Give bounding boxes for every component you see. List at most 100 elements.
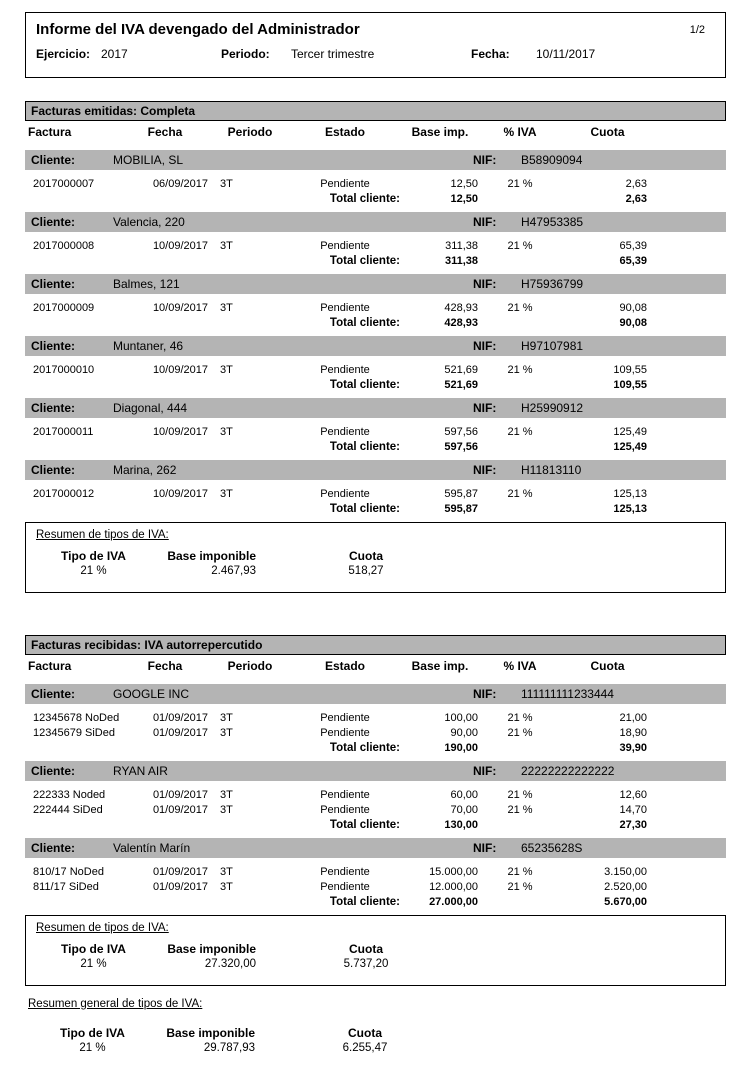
periodo-value: Tercer trimestre bbox=[291, 47, 375, 61]
invoice-row: 222333 Noded 01/09/2017 3T Pendiente 60,00 21… bbox=[25, 788, 726, 803]
invoice-cell: 21 % bbox=[507, 302, 533, 314]
empty-cell bbox=[120, 895, 210, 910]
empty-cell bbox=[120, 818, 210, 833]
nif-label: NIF: bbox=[473, 153, 497, 167]
column-header: % IVA bbox=[503, 125, 537, 139]
nif-value: H11813110 bbox=[521, 463, 582, 477]
invoice-cell: 21 % bbox=[507, 881, 533, 893]
invoice-cell: 3.150,00 bbox=[604, 866, 647, 878]
invoice-cell: Pendiente bbox=[320, 866, 370, 878]
invoice-cell: 597,56 bbox=[444, 426, 478, 438]
invoice-cell: 109,55 bbox=[613, 364, 647, 376]
empty-cell bbox=[120, 440, 210, 455]
periodo-label: Periodo: bbox=[221, 47, 270, 61]
invoice-cell: 70,00 bbox=[450, 804, 478, 816]
client-bar: Cliente: MOBILIA, SL NIF: B58909094 bbox=[25, 150, 726, 170]
invoice-row: 810/17 NoDed 01/09/2017 3T Pendiente 15.000,… bbox=[25, 865, 726, 880]
invoice-cell: 100,00 bbox=[444, 712, 478, 724]
empty-cell bbox=[480, 895, 560, 910]
empty-cell bbox=[25, 502, 120, 517]
invoice-cell: 3T bbox=[220, 178, 233, 190]
invoice-cell: 15.000,00 bbox=[429, 866, 478, 878]
client-bar: Cliente: Diagonal, 444 NIF: H25990912 bbox=[25, 398, 726, 418]
invoice-cell: 3T bbox=[220, 426, 233, 438]
invoice-cell: 2.520,00 bbox=[604, 881, 647, 893]
nif-label: NIF: bbox=[473, 277, 497, 291]
invoice-row: 12345679 SiDed 01/09/2017 3T Pendiente 90,00… bbox=[25, 726, 726, 741]
column-header: Fecha bbox=[147, 125, 183, 139]
resumen-value: 6.255,47 bbox=[342, 1042, 388, 1054]
resumen-column-header: Base imponible bbox=[167, 549, 256, 563]
total-base-value: 27.000,00 bbox=[429, 896, 478, 908]
empty-cell bbox=[480, 316, 560, 331]
empty-cell bbox=[120, 254, 210, 269]
empty-cell bbox=[25, 316, 120, 331]
invoice-cell: 21 % bbox=[507, 866, 533, 878]
invoice-cell: 21 % bbox=[507, 488, 533, 500]
nif-label: NIF: bbox=[473, 463, 497, 477]
total-base-value: 12,50 bbox=[450, 193, 478, 205]
total-cliente-label: Total cliente: bbox=[329, 379, 400, 391]
empty-cell bbox=[210, 818, 290, 833]
resumen-box: Resumen de tipos de IVA: Tipo de IVA Base … bbox=[25, 522, 726, 593]
client-bar: Cliente: Valentín Marín NIF: 65235628S bbox=[25, 838, 726, 858]
invoice-cell: 21 % bbox=[507, 364, 533, 376]
invoice-row: 12345678 NoDed 01/09/2017 3T Pendiente 100,0… bbox=[25, 711, 726, 726]
total-cuota-value: 109,55 bbox=[613, 379, 647, 391]
resumen-box: Resumen de tipos de IVA: Tipo de IVA Base … bbox=[25, 915, 726, 986]
cliente-label: Cliente: bbox=[31, 401, 76, 415]
resumen-grid: Tipo de IVA Base imponible Cuota 21 % 2.467,… bbox=[36, 549, 725, 580]
nif-value: B58909094 bbox=[521, 153, 583, 167]
invoice-cell: 18,90 bbox=[619, 727, 647, 739]
empty-cell bbox=[210, 192, 290, 207]
invoice-cell: 810/17 NoDed bbox=[33, 866, 104, 878]
report-header: Informe del IVA devengado del Administra… bbox=[25, 12, 726, 78]
report-title: Informe del IVA devengado del Administra… bbox=[36, 21, 360, 38]
invoice-row: 2017000008 10/09/2017 3T Pendiente 311,38 21 … bbox=[25, 239, 726, 254]
invoice-cell: 3T bbox=[220, 881, 233, 893]
report-header-top: Informe del IVA devengado del Administra… bbox=[36, 21, 715, 38]
client-total-row: Total cliente: 428,93 90,08 bbox=[25, 316, 726, 331]
cliente-label: Cliente: bbox=[31, 687, 76, 701]
client-total-row: Total cliente: 311,38 65,39 bbox=[25, 254, 726, 269]
client-bar: Cliente: Muntaner, 46 NIF: H97107981 bbox=[25, 336, 726, 356]
empty-cell bbox=[120, 192, 210, 207]
total-base-value: 521,69 bbox=[444, 379, 478, 391]
resumen-value: 21 % bbox=[80, 958, 107, 970]
resumen-title: Resumen de tipos de IVA: bbox=[36, 922, 169, 934]
total-cliente-label: Total cliente: bbox=[329, 503, 400, 515]
empty-cell bbox=[480, 502, 560, 517]
total-cuota-value: 125,13 bbox=[613, 503, 647, 515]
invoice-row: 2017000007 06/09/2017 3T Pendiente 12,50 21 %… bbox=[25, 177, 726, 192]
empty-cell bbox=[25, 818, 120, 833]
invoice-cell: Pendiente bbox=[320, 426, 370, 438]
section-title: Facturas recibidas: IVA autorrepercutido bbox=[31, 638, 263, 652]
invoice-cell: 2017000011 bbox=[33, 426, 94, 438]
column-header: % IVA bbox=[503, 659, 537, 673]
invoice-cell: 01/09/2017 bbox=[152, 727, 208, 739]
invoice-cell: 311,38 bbox=[445, 240, 478, 252]
empty-cell bbox=[210, 316, 290, 331]
nif-value: 65235628S bbox=[521, 841, 583, 855]
total-cuota-value: 90,08 bbox=[619, 317, 647, 329]
invoice-cell: 21 % bbox=[507, 178, 533, 190]
total-cuota-value: 65,39 bbox=[619, 255, 647, 267]
nif-label: NIF: bbox=[473, 687, 497, 701]
nif-value: H75936799 bbox=[521, 277, 584, 291]
total-cliente-label: Total cliente: bbox=[329, 317, 400, 329]
empty-cell bbox=[480, 741, 560, 756]
ejercicio-label: Ejercicio: bbox=[36, 47, 91, 61]
empty-cell bbox=[120, 502, 210, 517]
invoice-cell: 3T bbox=[220, 804, 233, 816]
nif-label: NIF: bbox=[473, 841, 497, 855]
invoice-cell: 2017000008 bbox=[33, 240, 95, 252]
client-total-row: Total cliente: 521,69 109,55 bbox=[25, 378, 726, 393]
invoice-cell: 3T bbox=[220, 364, 233, 376]
invoice-row: 2017000012 10/09/2017 3T Pendiente 595,87 21 … bbox=[25, 487, 726, 502]
invoice-cell: 21 % bbox=[507, 240, 533, 252]
invoice-cell: Pendiente bbox=[320, 727, 370, 739]
client-name: Marina, 262 bbox=[113, 463, 177, 477]
resumen-grid: Tipo de IVA Base imponible Cuota 21 % 27.320… bbox=[36, 942, 725, 973]
invoice-cell: 21 % bbox=[507, 789, 533, 801]
fecha-label: Fecha: bbox=[471, 47, 510, 61]
